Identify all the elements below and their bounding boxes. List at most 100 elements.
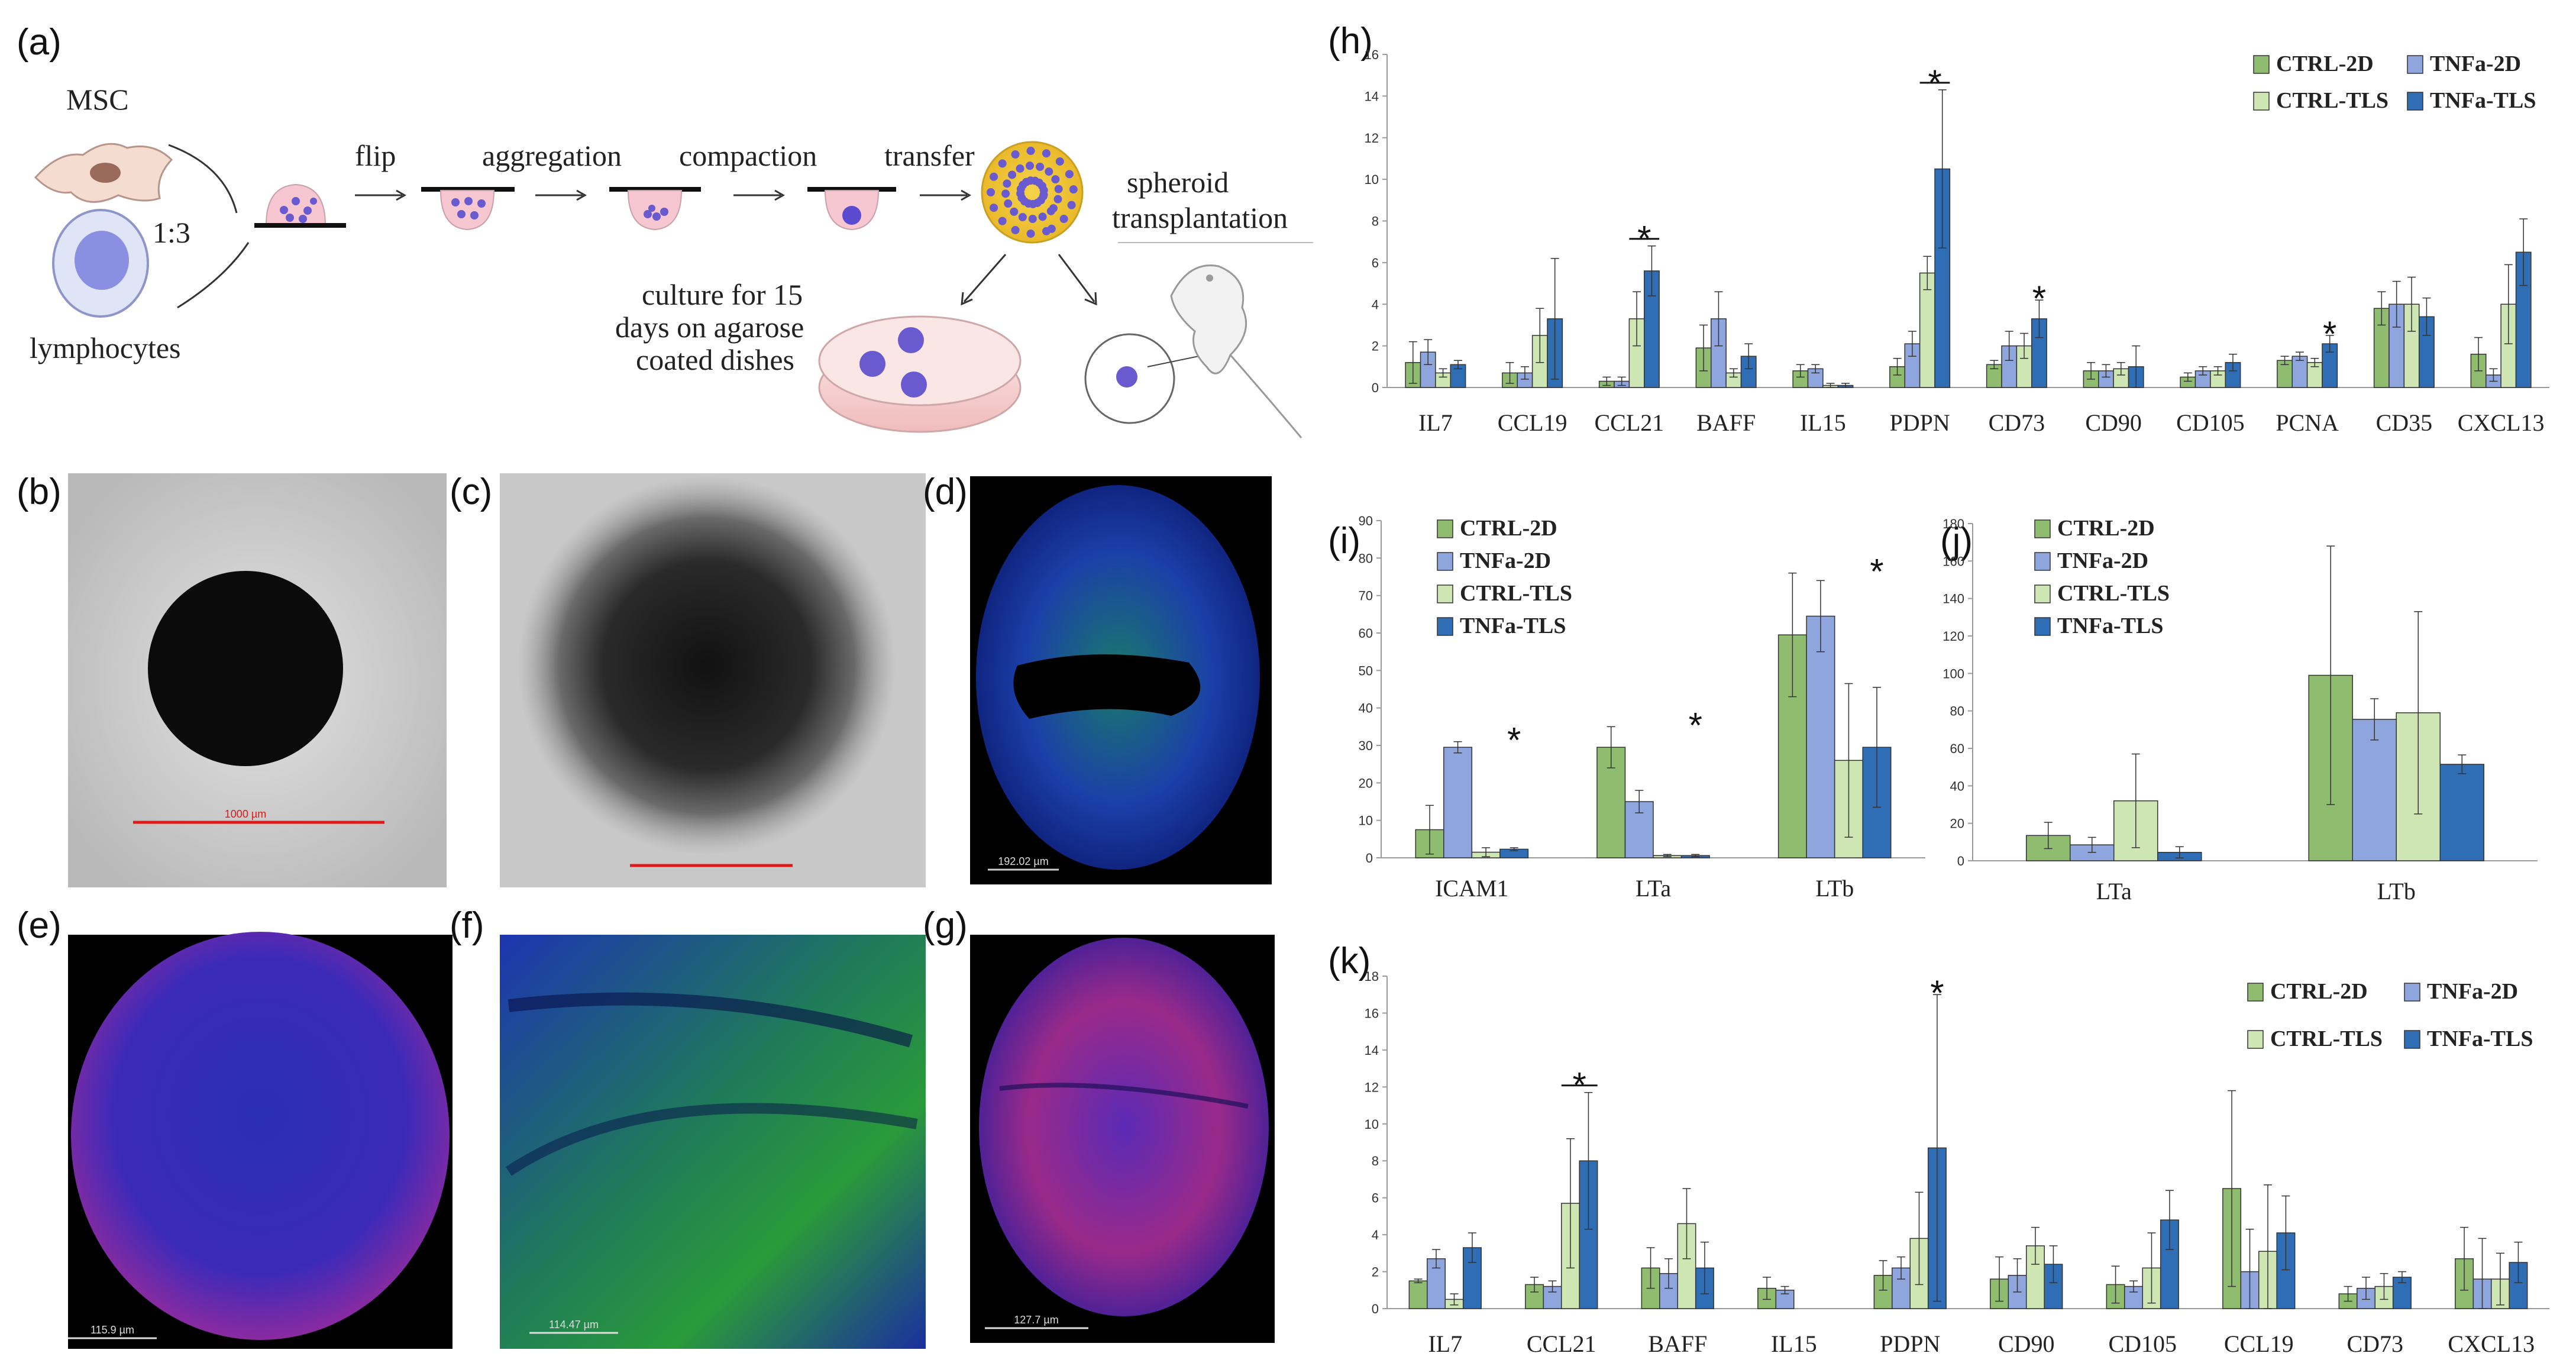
x-category-label: CD105	[2108, 1331, 2177, 1357]
y-tick-label: 10	[1365, 1117, 1379, 1132]
legend-swatch	[2404, 983, 2420, 1002]
legend-swatch	[2034, 552, 2051, 571]
spheroid-cell-dot	[1045, 167, 1053, 176]
culture-line3: coated dishes	[636, 343, 794, 376]
spheroid-cell-dot	[1026, 162, 1035, 170]
spheroid-transplant-line1: spheroid	[1127, 166, 1229, 199]
panel-label-i: (i)	[1328, 521, 1360, 561]
spheroid-cell-dot	[1008, 170, 1017, 179]
y-tick-label: 120	[1942, 629, 1964, 644]
x-category-label: LTb	[2377, 878, 2416, 905]
y-tick-label: 4	[1372, 297, 1379, 312]
step-flip-label: flip	[355, 139, 396, 172]
step-aggregation-label: aggregation	[482, 139, 622, 172]
micrograph-c: (c)	[450, 472, 926, 887]
y-tick-label: 20	[1359, 776, 1373, 790]
y-tick-label: 14	[1365, 89, 1379, 104]
y-tick-label: 6	[1372, 256, 1379, 270]
spheroid-cell-dot	[1010, 207, 1019, 216]
spheroid-cell-dot	[1047, 224, 1056, 233]
y-tick-label: 12	[1365, 1080, 1379, 1094]
significance-star: *	[1689, 705, 1702, 745]
msc-cell-icon	[34, 143, 173, 203]
scale-label-f: 114.47 µm	[549, 1319, 599, 1331]
legend-label: CTRL-TLS	[2276, 88, 2388, 113]
y-tick-label: 50	[1359, 663, 1373, 678]
spheroid-cell-dot	[1059, 214, 1068, 223]
legend-swatch	[2253, 92, 2270, 111]
legend-label: CTRL-2D	[2057, 516, 2155, 541]
legend-swatch	[1437, 584, 1453, 603]
x-category-label: PCNA	[2276, 409, 2339, 436]
x-category-label: CCL21	[1594, 409, 1664, 436]
y-tick-label: 18	[1365, 969, 1379, 984]
micrograph-e: (e) 115.9 µm	[17, 905, 453, 1349]
spheroid-cell-dot	[1069, 185, 1078, 194]
x-category-label: CD105	[2176, 409, 2245, 436]
x-category-label: CD90	[1998, 1331, 2055, 1357]
arrow-to-mouse	[1058, 254, 1095, 302]
y-tick-label: 20	[1950, 816, 1964, 831]
panel-label-a: (a)	[17, 22, 62, 63]
msc-label: MSC	[66, 83, 129, 116]
ratio-label: 1:3	[153, 216, 190, 249]
spheroid-cell-dot	[1018, 213, 1027, 222]
spheroid-cell-dot	[1011, 150, 1020, 159]
x-category-label: CD73	[2346, 1331, 2403, 1357]
y-tick-label: 40	[1359, 701, 1373, 716]
x-category-label: BAFF	[1696, 409, 1756, 436]
spheroid-cell-dot	[987, 188, 995, 196]
y-tick-label: 0	[1957, 854, 1964, 868]
y-tick-label: 60	[1359, 626, 1373, 641]
panel-label-e: (e)	[17, 905, 62, 946]
x-category-label: LTb	[1815, 875, 1854, 902]
hanging-drop-4	[807, 187, 896, 231]
x-category-label: CD35	[2376, 409, 2433, 436]
significance-star: *	[2032, 279, 2046, 318]
legend-swatch	[1437, 617, 1453, 636]
legend-swatch	[2034, 519, 2051, 538]
significance-star: *	[1930, 973, 1944, 1013]
y-tick-label: 180	[1942, 516, 1964, 531]
significance-star: *	[1928, 63, 1941, 102]
legend-swatch	[2407, 55, 2423, 74]
legend-label: TNFa-TLS	[2057, 613, 2163, 638]
y-tick-label: 40	[1950, 779, 1964, 793]
x-category-label: IL7	[1418, 409, 1453, 436]
panel-label-d: (d)	[923, 472, 968, 512]
spheroid-transplant-line2: transplantation	[1112, 201, 1288, 234]
spheroid-cell-dot	[1004, 199, 1013, 208]
lymphocytes-label: lymphocytes	[30, 331, 181, 364]
spheroid-cell-dot	[1011, 225, 1020, 234]
spheroid-cell-dot	[1067, 201, 1076, 209]
x-category-label: CD73	[1989, 409, 2045, 436]
y-tick-label: 0	[1372, 380, 1379, 395]
panel-label-g: (g)	[923, 905, 968, 946]
legend-swatch	[2034, 617, 2051, 636]
spheroid-cell-dot	[1065, 170, 1074, 179]
y-tick-label: 10	[1365, 172, 1379, 187]
panel-label-f: (f)	[450, 905, 484, 946]
hanging-drop-3	[609, 187, 701, 231]
bar-tnfa-2d-pcna	[2291, 356, 2308, 388]
spheroid-cell-dot	[990, 172, 998, 181]
spheroid-cell-dot	[1003, 179, 1011, 188]
lymphocyte-cell-icon	[52, 209, 149, 318]
legend-swatch	[1437, 552, 1453, 571]
culture-line2: days on agarose	[615, 311, 804, 344]
y-tick-label: 140	[1942, 592, 1964, 606]
panel-label-h: (h)	[1328, 21, 1373, 62]
legend-label: TNFa-TLS	[2427, 1026, 2533, 1051]
bar-tnfa-2d-il15	[1807, 368, 1824, 388]
bar-tnfa-2d-ltb	[1806, 615, 1835, 858]
significance-star: *	[1573, 1065, 1586, 1105]
panel-label-j: (j)	[1940, 521, 1973, 561]
hanging-drop-1	[254, 183, 346, 228]
scale-label-g: 127.7 µm	[1014, 1314, 1058, 1326]
significance-star: *	[1870, 552, 1883, 592]
spheroid-cell-dot	[1055, 157, 1064, 166]
legend-swatch	[2034, 584, 2051, 603]
merge-arrow-bottom	[177, 242, 250, 309]
chart-h: 0 2 4 6 8 10 12 14 16 IL7 CCL19 CCL21 BAFF IL15 PDPN CD…	[1365, 47, 2549, 436]
y-tick-label: 2	[1372, 339, 1379, 354]
